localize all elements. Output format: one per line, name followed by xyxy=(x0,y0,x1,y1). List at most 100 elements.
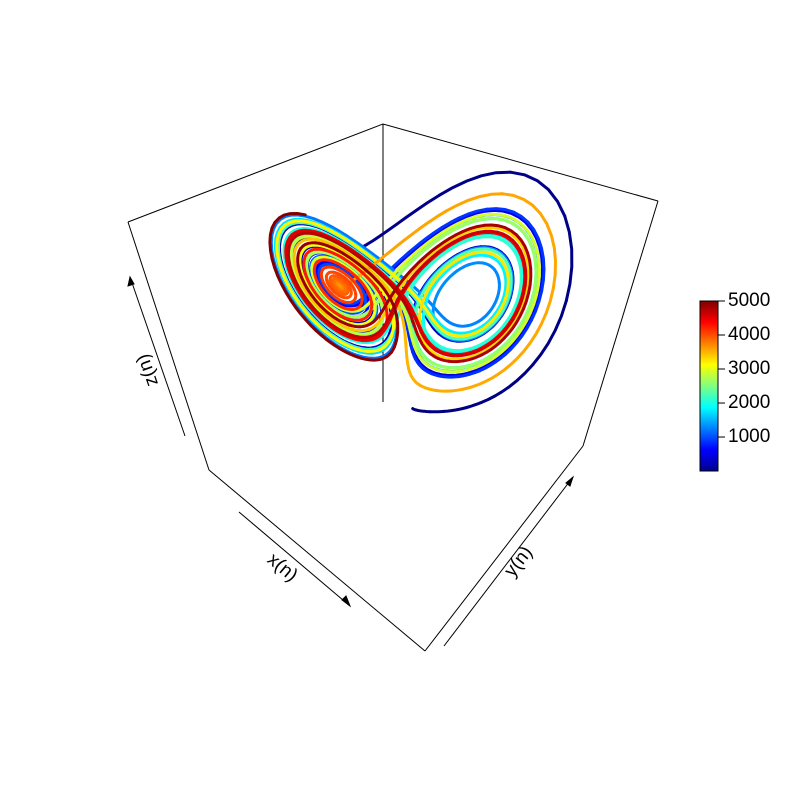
trajectory-segment xyxy=(355,332,369,336)
trajectory-segment xyxy=(358,354,374,360)
trajectory-segment xyxy=(407,225,444,254)
trajectory-segment xyxy=(409,308,418,322)
trajectory-segment xyxy=(492,317,515,343)
trajectory-segment xyxy=(454,354,475,361)
trajectory-segment xyxy=(300,234,327,242)
trajectory-segment xyxy=(428,335,438,346)
trajectory-segment xyxy=(425,284,436,301)
trajectory-segment xyxy=(435,234,468,255)
trajectory-segment xyxy=(485,207,530,224)
trajectory-segment xyxy=(308,247,327,253)
trajectory-segment xyxy=(315,304,336,322)
trajectory-segment xyxy=(427,359,440,368)
trajectory-segment xyxy=(360,337,374,342)
trajectory-segment xyxy=(436,364,452,370)
trajectory-segment xyxy=(311,292,329,312)
trajectory-segment xyxy=(428,369,441,376)
trajectory-segment xyxy=(360,259,380,276)
trajectory-segment xyxy=(293,282,315,312)
trajectory-segment xyxy=(440,207,489,229)
trajectory-segment xyxy=(334,302,347,310)
trajectory-segment xyxy=(468,338,490,351)
trajectory-segment xyxy=(447,368,467,374)
trajectory-segment xyxy=(425,317,434,329)
trajectory-segment xyxy=(412,266,429,287)
trajectory-segment xyxy=(472,212,517,222)
trajectory-segment xyxy=(328,307,344,319)
trajectory-segment xyxy=(442,271,457,285)
trajectory-segment xyxy=(341,271,353,281)
trajectory-segment xyxy=(426,363,439,371)
trajectory-segment xyxy=(347,323,362,329)
trajectory-segment xyxy=(480,336,506,357)
trajectory-segment xyxy=(402,296,413,312)
trajectory-segment xyxy=(270,257,293,302)
plot-box xyxy=(127,123,659,652)
trajectory-segment xyxy=(433,215,476,239)
trajectory-segment xyxy=(399,268,416,288)
trajectory-segment xyxy=(423,368,434,376)
trajectory-segment xyxy=(494,293,506,315)
trajectory-segment xyxy=(448,385,473,393)
trajectory-segment xyxy=(374,278,389,295)
trajectory-segment xyxy=(496,341,532,376)
trajectory-segment xyxy=(317,260,328,267)
trajectory-segment xyxy=(531,299,568,367)
trajectory-segment xyxy=(463,360,489,372)
trajectory-segment xyxy=(406,297,417,313)
trajectory-segment xyxy=(434,348,447,356)
trajectory-segment xyxy=(355,355,373,362)
color-bar-ticks: 1000 2000 3000 4000 5000 xyxy=(718,290,770,447)
trajectory-segment xyxy=(417,311,422,325)
x-axis-label: x(n) xyxy=(263,549,302,586)
trajectory-segment xyxy=(400,316,406,329)
trajectory-segment xyxy=(319,250,339,259)
trajectory-segment xyxy=(314,241,339,252)
trajectory-segment xyxy=(326,317,346,331)
trajectory-segment xyxy=(418,327,426,339)
trajectory-segment xyxy=(344,313,358,319)
trajectory-segment xyxy=(465,226,502,234)
trajectory-segment xyxy=(456,350,476,358)
trajectory-segment xyxy=(504,279,513,307)
trajectory-segment xyxy=(526,220,546,271)
trajectory-segment xyxy=(328,290,339,300)
trajectory-segment xyxy=(306,220,347,241)
trajectory-segment xyxy=(428,351,440,360)
trajectory-segment xyxy=(330,325,351,338)
trajectory-segment xyxy=(352,252,380,274)
trajectory-segment xyxy=(512,286,530,325)
trajectory-segment xyxy=(333,260,349,271)
trajectory-segment xyxy=(435,282,446,297)
trajectory-segment xyxy=(485,336,513,360)
z-axis-arrow xyxy=(129,276,186,437)
trajectory-segment xyxy=(292,229,320,236)
trajectory-segment xyxy=(310,265,316,281)
box-edge-right-vertical xyxy=(582,200,659,447)
trajectory-segment xyxy=(466,261,485,267)
trajectory-segment xyxy=(353,347,370,353)
trajectory-segment xyxy=(504,267,510,293)
trajectory-segment xyxy=(459,253,481,263)
trajectory-segment xyxy=(493,363,535,398)
trajectory-segment xyxy=(376,270,395,290)
trajectory-segment xyxy=(459,332,475,338)
trajectory-segment xyxy=(414,318,422,331)
trajectory-segment xyxy=(323,248,346,261)
trajectory-segment xyxy=(333,299,346,307)
trajectory-segment xyxy=(277,221,300,241)
trajectory-segment xyxy=(503,258,513,283)
trajectory-segment xyxy=(442,333,455,340)
trajectory-segment xyxy=(294,276,313,304)
trajectory-segment xyxy=(346,336,364,344)
trajectory-segment xyxy=(371,349,383,355)
trajectory-segment xyxy=(325,291,337,303)
trajectory-segment xyxy=(510,302,536,344)
trajectory-segment xyxy=(346,326,362,333)
trajectory-segment xyxy=(463,394,497,410)
trajectory-segment xyxy=(491,303,508,325)
trajectory-segment xyxy=(442,406,467,413)
trajectory-segment xyxy=(376,238,406,263)
box-edge-top-left xyxy=(127,123,659,223)
box-edge-bottom-right xyxy=(424,445,584,652)
